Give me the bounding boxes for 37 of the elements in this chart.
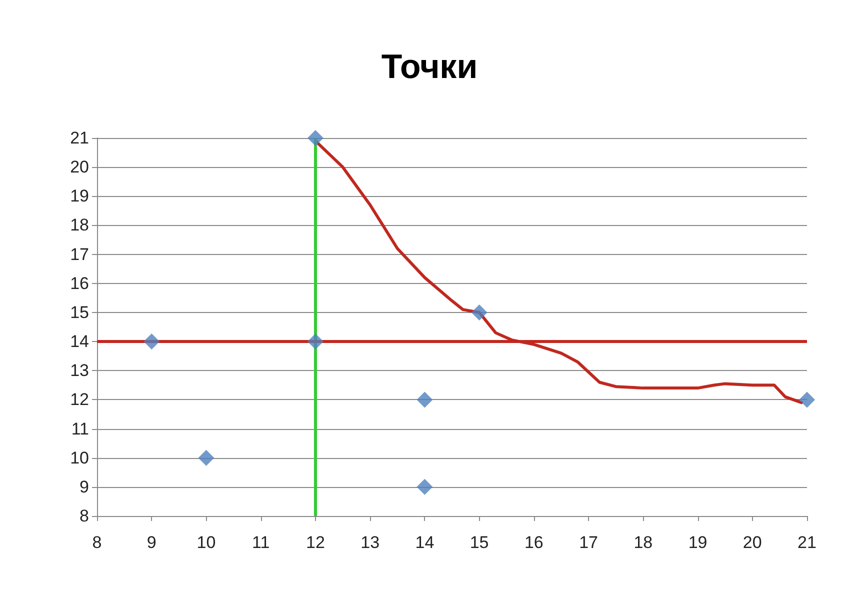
x-tick-label: 11 [252,533,270,552]
x-tick-label: 17 [579,533,598,552]
y-tick-label: 21 [70,128,89,148]
y-tick-label: 9 [80,477,89,496]
chart-title: Точки [381,48,478,86]
x-tick-label: 13 [360,533,380,552]
x-tick-label: 21 [798,533,816,552]
x-tick-label: 19 [688,533,708,552]
x-tick-label: 14 [415,533,434,552]
x-tick-label: 18 [634,533,653,552]
y-tick-label: 8 [80,506,89,526]
point [416,478,433,495]
y-tick-label: 15 [70,302,89,322]
point [799,392,815,408]
x-tick-label: 9 [146,533,156,552]
point [416,392,433,408]
point [144,334,160,350]
y-tick-label: 18 [70,216,89,235]
point [198,450,214,466]
point [307,130,324,146]
y-tick-label: 10 [70,448,89,468]
y-tick-label: 13 [70,361,89,380]
point [471,304,488,320]
x-tick-label: 12 [306,533,325,552]
x-tick-label: 20 [742,533,762,552]
y-tick-label: 19 [70,186,89,206]
y-tick-label: 11 [71,419,89,438]
x-tick-label: 16 [524,533,544,552]
x-tick-label: 8 [92,533,102,552]
y-tick-label: 14 [70,332,89,352]
y-tick-label: 12 [70,390,89,410]
y-tick-label: 16 [70,274,89,293]
y-tick-label: 17 [70,244,89,264]
y-tick-label: 20 [70,158,89,177]
point [307,334,324,350]
x-tick-label: 10 [196,533,216,552]
x-tick-label: 15 [470,533,489,552]
